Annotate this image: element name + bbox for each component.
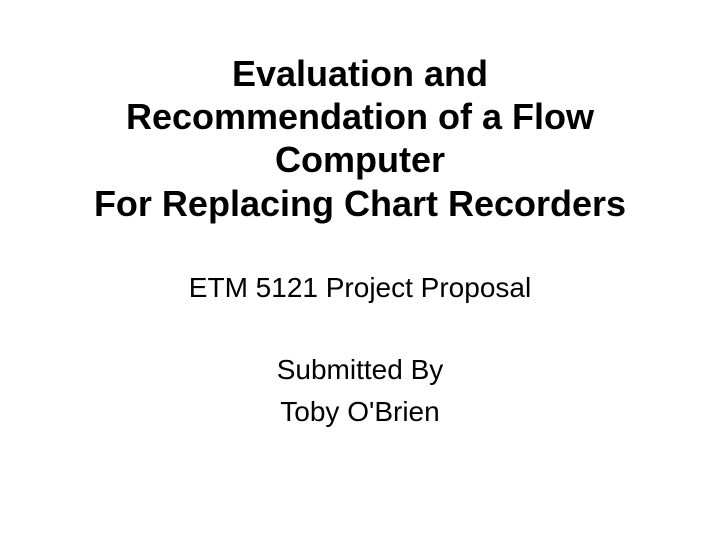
title-line-4: For Replacing Chart Recorders: [94, 182, 626, 225]
title-line-1: Evaluation and: [94, 52, 626, 95]
slide-subtitle: ETM 5121 Project Proposal Submitted By T…: [189, 267, 531, 433]
subtitle-line-2: Submitted By: [189, 349, 531, 391]
slide-title: Evaluation and Recommendation of a Flow …: [94, 52, 626, 225]
subtitle-line-3: Toby O'Brien: [189, 391, 531, 433]
subtitle-line-1: ETM 5121 Project Proposal: [189, 267, 531, 309]
slide-container: Evaluation and Recommendation of a Flow …: [0, 0, 720, 540]
title-line-2: Recommendation of a Flow: [94, 95, 626, 138]
title-line-3: Computer: [94, 138, 626, 181]
